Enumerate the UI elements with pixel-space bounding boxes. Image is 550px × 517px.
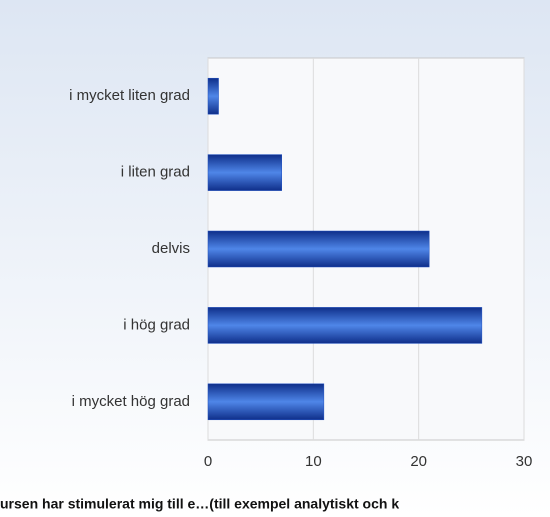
chart-title: ursen har stimulerat mig till e…(till ex… [0, 496, 399, 512]
bar [207, 307, 483, 344]
bar [207, 383, 325, 421]
y-tick-label: i liten grad [121, 164, 190, 181]
y-tick-label: i hög grad [123, 316, 190, 333]
x-tick-label: 30 [516, 453, 533, 470]
x-tick-label: 10 [305, 453, 322, 470]
y-tick-label: delvis [152, 240, 190, 257]
bar [207, 77, 219, 115]
bar [207, 154, 282, 191]
bar [207, 230, 430, 268]
y-tick-label: i mycket liten grad [69, 87, 190, 104]
x-tick-label: 20 [410, 453, 427, 470]
y-tick-label: i mycket hög grad [72, 393, 190, 410]
x-tick-label: 0 [204, 453, 212, 470]
